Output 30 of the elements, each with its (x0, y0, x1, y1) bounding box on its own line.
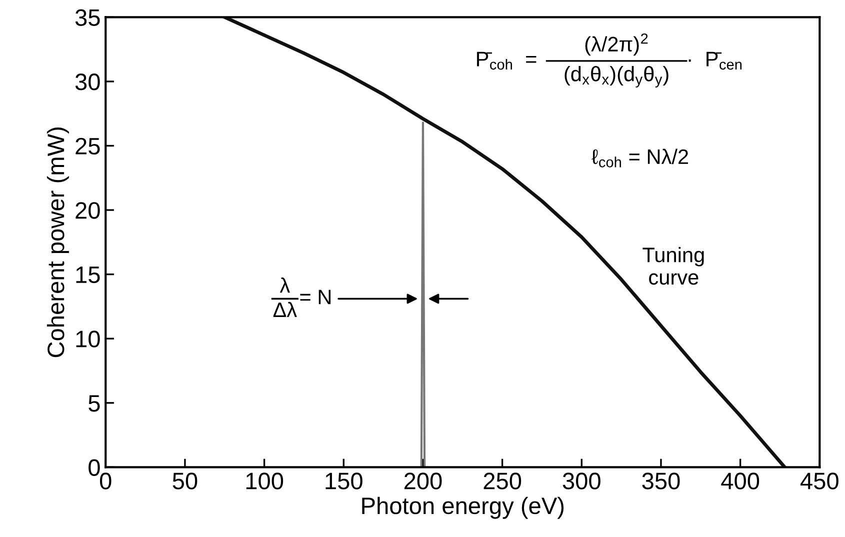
y-tick-label: 5 (88, 395, 100, 412)
y-tick-label: 35 (75, 9, 100, 26)
y-tick-label: 20 (76, 202, 100, 219)
annotation: (λ/2π)$^{2}$ (585, 33, 648, 56)
y-tick-label: 10 (76, 330, 100, 348)
x-tick-label: 150 (326, 472, 362, 490)
annotation: = N (300, 290, 331, 304)
y-tick-label: 25 (76, 138, 100, 155)
x-axis-title: Photon energy (eV) (362, 496, 564, 519)
x-tick-label: 0 (100, 472, 112, 490)
x-tick-label: 300 (562, 472, 600, 490)
annotation: Tuning curve (642, 246, 704, 285)
y-axis-title: Coherent power (mW) (46, 128, 69, 358)
x-tick-label: 350 (642, 472, 680, 490)
x-tick-label: 50 (172, 472, 198, 490)
annotation: ℓ$_{coh}$ = Nλ/2 (592, 148, 688, 168)
y-tick-label: 30 (75, 74, 100, 90)
y-tick-label: 0 (88, 459, 100, 476)
y-tick-label: 15 (76, 266, 100, 284)
annotation: Δλ (273, 302, 297, 318)
annotation: λ (280, 277, 290, 293)
x-tick-label: 100 (246, 472, 284, 490)
annotation: · P̄$_{cen}$ (688, 52, 742, 70)
line-series (222, 17, 786, 468)
x-tick-label: 200 (404, 472, 442, 490)
x-tick-label: 450 (800, 472, 838, 490)
x-tick-label: 250 (484, 472, 522, 490)
x-tick-label: 400 (721, 472, 760, 490)
text: (d$_{x}$θ$_{x}$)(d$_{y}$θ$_{y}$) (564, 66, 668, 88)
annotation: P̄$_{coh}$ = (477, 52, 536, 70)
